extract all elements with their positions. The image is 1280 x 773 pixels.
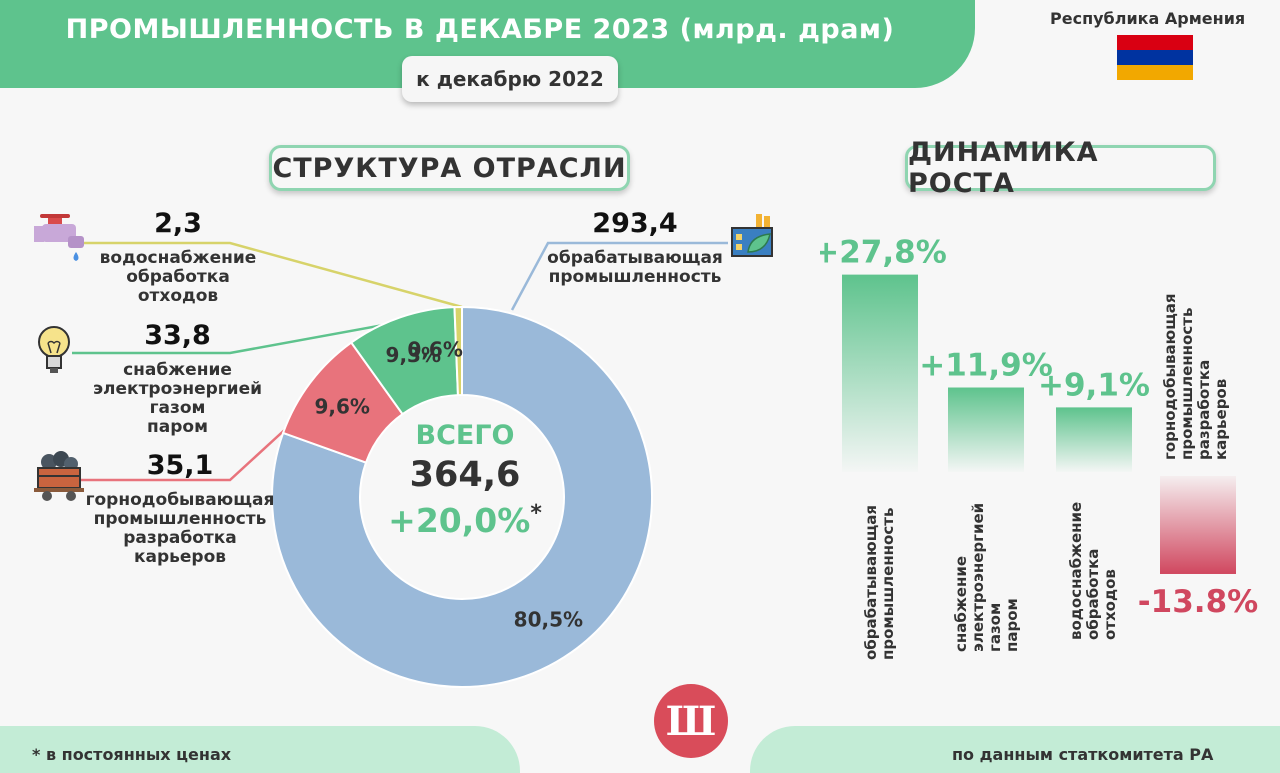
asterisk: * xyxy=(530,501,542,526)
total-growth: +20,0% xyxy=(388,501,531,540)
callout-water: 2,3 водоснабжение обработка отходов xyxy=(88,208,268,306)
logo-text: Ш xyxy=(665,697,717,745)
manufacturing-label-line: промышленность xyxy=(548,267,722,287)
country-label: Республика Армения xyxy=(1050,9,1246,28)
bar-value-mining: -13.8% xyxy=(1138,584,1258,620)
logo: Ш xyxy=(654,684,728,758)
energy-label-line: газом xyxy=(149,398,206,418)
leader-line-mining xyxy=(80,424,291,482)
energy-value: 33,8 xyxy=(144,320,211,351)
bar-value-energy: +11,9% xyxy=(919,348,1053,384)
leader-lines xyxy=(72,241,728,482)
bar-energy xyxy=(948,387,1024,472)
footer-left-band xyxy=(0,726,520,773)
callout-manufacturing: 293,4 обрабатывающая промышленность xyxy=(545,208,725,287)
donut-percent-energy: 9,3% xyxy=(386,343,441,367)
leader-line-manufacturing xyxy=(510,241,728,311)
water-value: 2,3 xyxy=(154,208,202,239)
water-label-line: обработка xyxy=(126,267,230,287)
callout-energy: 33,8 снабжение электроэнергией газом пар… xyxy=(80,320,275,437)
mine-cart-icon xyxy=(34,451,84,501)
donut-percent-mining: 9,6% xyxy=(315,395,370,419)
callout-mining: 35,1 горнодобывающая промышленность разр… xyxy=(80,450,280,567)
bar-label-manufacturing: обрабатывающая промышленность xyxy=(862,504,897,660)
energy-label-line: снабжение xyxy=(123,360,232,380)
manufacturing-value: 293,4 xyxy=(592,208,678,239)
energy-label-line: электроэнергией xyxy=(92,379,263,399)
donut-center: ВСЕГО 364,6 +20,0%* xyxy=(380,420,550,540)
donut-percent-water: 0,6% xyxy=(407,337,462,361)
subtitle: к декабрю 2022 xyxy=(402,56,618,102)
footer-right-band xyxy=(750,726,1280,773)
water-tap-icon xyxy=(34,214,84,261)
total-value: 364,6 xyxy=(409,455,521,495)
bar-value-manufacturing: +27,8% xyxy=(820,235,947,271)
water-label-line: отходов xyxy=(137,286,219,306)
bar-water xyxy=(1056,407,1132,472)
bar-mining xyxy=(1160,476,1236,574)
total-label: ВСЕГО xyxy=(415,420,515,451)
donut-percent-manufacturing: 80,5% xyxy=(514,608,583,632)
bar-manufacturing xyxy=(842,274,918,472)
armenia-flag-icon xyxy=(1117,35,1193,80)
source-note: по данным статкомитета РА xyxy=(952,745,1214,764)
water-label-line: водоснабжение xyxy=(99,248,257,268)
mining-label-line: разработка xyxy=(123,528,237,548)
donut-slices xyxy=(271,305,653,688)
donut-slice-water xyxy=(453,305,463,397)
light-bulb-icon xyxy=(38,326,70,373)
leader-line-energy xyxy=(72,320,401,355)
energy-label-line: паром xyxy=(147,417,208,437)
bar-label-water: водоснабжение обработка отходов xyxy=(1067,501,1119,640)
manufacturing-label-line: обрабатывающая xyxy=(547,248,723,268)
bar-value-water: +9,1% xyxy=(1038,367,1150,403)
factory-icon xyxy=(731,214,773,257)
structure-title: СТРУКТУРА ОТРАСЛИ xyxy=(269,145,630,191)
mining-label-line: горнодобывающая xyxy=(85,490,275,510)
donut-slice-manufacturing xyxy=(271,305,653,688)
donut-percent-labels: 80,5% 9,6% 9,3%0,6% xyxy=(315,337,584,631)
leader-line-water xyxy=(80,241,463,309)
bar-label-mining: горнодобывающая промышленность разработка к… xyxy=(1161,293,1230,460)
mining-value: 35,1 xyxy=(146,450,214,481)
footnote: * в постоянных ценах xyxy=(32,745,232,764)
mining-label-line: карьеров xyxy=(133,547,227,567)
page-title: ПРОМЫШЛЕННОСТЬ В ДЕКАБРЕ 2023 (млрд. дра… xyxy=(65,14,895,45)
bar-label-energy: снабжение электроэнергией газом паром xyxy=(952,502,1021,652)
mining-label-line: промышленность xyxy=(93,509,267,529)
growth-bar-chart: +27,8% +11,9%+9,1% -13.8% xyxy=(820,235,1258,620)
